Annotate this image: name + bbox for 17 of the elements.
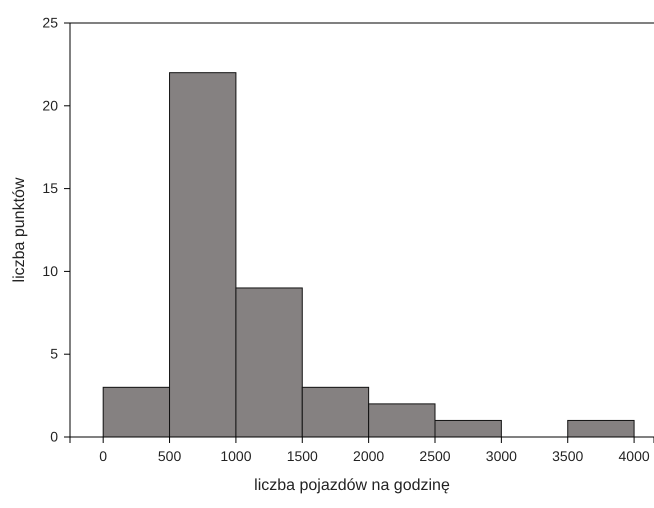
y-tick-label: 0 xyxy=(50,428,58,444)
y-tick-label: 15 xyxy=(42,180,58,196)
x-tick-label: 1500 xyxy=(286,448,318,464)
y-tick-label: 25 xyxy=(42,14,58,30)
y-tick-label: 5 xyxy=(50,346,58,362)
x-tick-label: 0 xyxy=(99,448,108,464)
x-tick-label: 2000 xyxy=(353,448,384,464)
x-tick-label: 500 xyxy=(158,448,182,464)
y-tick-label: 10 xyxy=(42,262,58,279)
x-tick-label: 2500 xyxy=(419,448,451,464)
x-tick-label: 3500 xyxy=(552,448,584,464)
x-tick-label: 3000 xyxy=(486,448,518,464)
x-axis-title: liczba pojazdów na godzinę xyxy=(254,477,450,494)
x-tick-label: 4000 xyxy=(618,448,650,464)
y-tick-label: 20 xyxy=(42,97,58,114)
x-tick-label: 1000 xyxy=(220,448,252,464)
y-axis-title: liczba punktów xyxy=(11,177,28,282)
